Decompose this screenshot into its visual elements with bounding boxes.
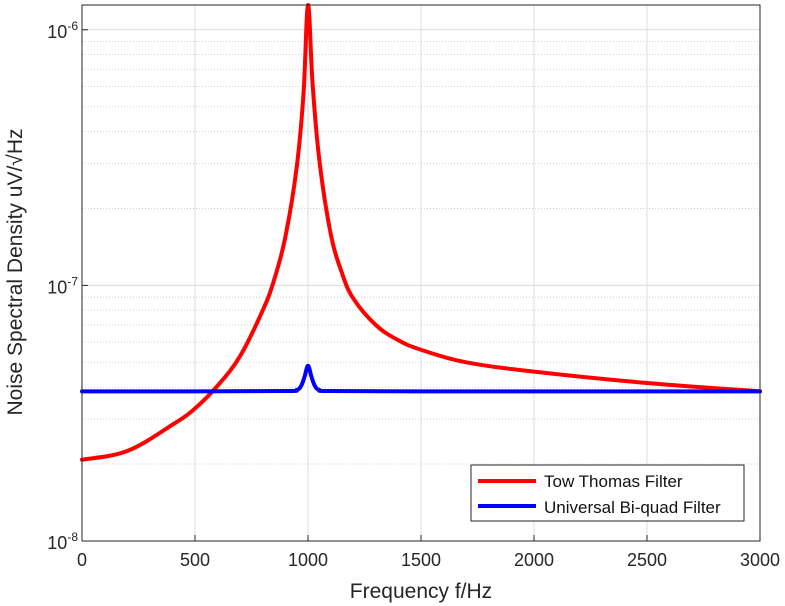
x-tick-label: 1000	[288, 550, 328, 570]
y-tick-labels: 10-8 10-7 10-6	[47, 19, 88, 553]
x-tick-labels: 0 500 1000 1500 2000 2500 3000	[77, 535, 780, 570]
x-tick-label: 3000	[740, 550, 780, 570]
y-axis-label: Noise Spectral Density uV/√Hz	[4, 129, 27, 416]
series-layer	[80, 2, 762, 462]
y-tick-label: 10-8	[47, 530, 78, 553]
legend-label-tow-thomas: Tow Thomas Filter	[544, 472, 683, 491]
x-tick-label: 500	[180, 550, 210, 570]
x-tick-label: 2000	[514, 550, 554, 570]
series-line-tow-thomas	[80, 2, 762, 462]
y-tick-label: 10-6	[47, 19, 78, 42]
legend-label-universal-biquad: Universal Bi-quad Filter	[544, 498, 721, 517]
y-tick-label: 10-7	[47, 274, 78, 297]
series-line-universal-biquad	[80, 363, 762, 394]
x-tick-label: 2500	[627, 550, 667, 570]
x-tick-label: 1500	[401, 550, 441, 570]
x-tick-label: 0	[77, 550, 87, 570]
x-axis-label: Frequency f/Hz	[350, 580, 492, 603]
legend-box	[470, 464, 745, 522]
legend: Tow Thomas Filter Universal Bi-quad Filt…	[470, 464, 745, 522]
